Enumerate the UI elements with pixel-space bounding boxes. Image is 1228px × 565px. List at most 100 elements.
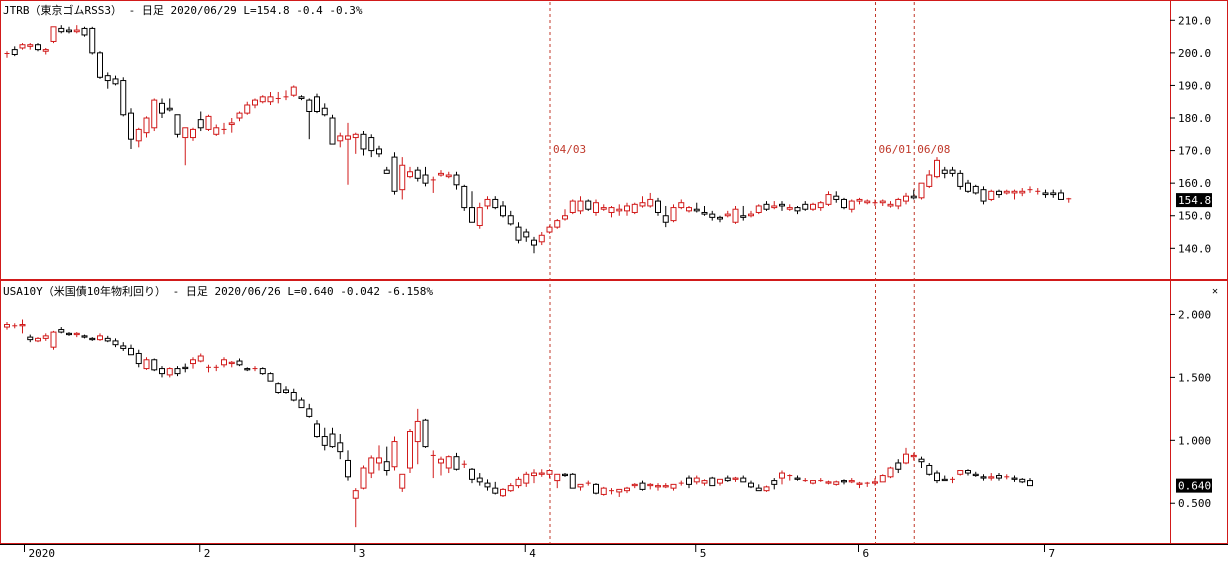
candle (244, 367, 251, 372)
candle (120, 342, 127, 351)
candle-body (267, 96, 274, 103)
price-tick-label: 1.000 (1178, 434, 1211, 447)
candle-body (1027, 480, 1033, 487)
candle-body (143, 117, 150, 134)
candle (980, 474, 987, 481)
candle (252, 366, 258, 372)
candle (918, 182, 925, 200)
candle (531, 469, 537, 484)
top-last-price-badge: 154.8 (1176, 193, 1212, 208)
candle (1066, 197, 1072, 203)
candle-body (27, 336, 34, 341)
candle-body (298, 399, 305, 409)
candle (624, 202, 630, 216)
candle-body (345, 135, 351, 140)
candle-body (283, 389, 289, 393)
candle (655, 483, 661, 491)
candle (740, 475, 747, 483)
candle-body (1050, 192, 1057, 196)
candle (89, 26, 96, 55)
candle-body (329, 433, 336, 448)
candle (50, 26, 57, 44)
candle (538, 469, 545, 477)
candle (19, 43, 26, 50)
candle (546, 469, 553, 479)
candle-body (306, 99, 313, 112)
candle-body (469, 468, 475, 480)
candle-body (391, 156, 398, 192)
candle-body (895, 198, 902, 207)
candle (422, 418, 429, 448)
candle (50, 330, 57, 350)
candle (655, 197, 661, 216)
candle (453, 452, 460, 471)
candle-body (197, 119, 204, 129)
candle (577, 483, 584, 491)
bottom-last-price-badge: 0.640 (1176, 478, 1212, 493)
candle (430, 176, 436, 193)
candle-body (329, 117, 336, 145)
candle (608, 205, 615, 218)
candle-body (856, 198, 863, 202)
candle-body (244, 104, 251, 114)
candle (1019, 478, 1026, 484)
candle-body (686, 477, 692, 485)
price-tick-label: 170.0 (1178, 145, 1211, 158)
price-tick-label: 2.000 (1178, 308, 1211, 321)
candle (259, 367, 266, 375)
candle-body (228, 361, 235, 365)
time-tick-label: 4 (529, 547, 536, 560)
candle (507, 210, 514, 226)
candle-body (848, 480, 855, 483)
candle (221, 122, 227, 135)
candle (724, 475, 731, 482)
candle (864, 199, 871, 205)
candle (306, 403, 313, 418)
candle (848, 478, 855, 484)
candle (624, 486, 630, 494)
candle-body (771, 205, 778, 209)
candle (662, 483, 669, 489)
candle-body (407, 431, 413, 469)
candle-body (631, 483, 638, 487)
candle-body (414, 420, 421, 443)
candle-body (1042, 192, 1049, 196)
candle-body (97, 335, 103, 341)
candle (345, 450, 351, 481)
candle (1035, 188, 1041, 195)
candle (42, 333, 49, 341)
candle (174, 366, 181, 377)
bottom-price-axis: 0.500 1.000 1.500 2.000 (1170, 308, 1211, 510)
candle (383, 166, 390, 174)
candle-body (159, 368, 165, 375)
candle-body (763, 203, 770, 210)
top-panel-title: JTRB（東京ゴムRSS3） - 日足 2020/06/29 L=154.8 -… (3, 3, 363, 17)
candle-body (66, 332, 72, 336)
candle (616, 204, 623, 216)
candle (283, 90, 289, 101)
candle-body (290, 391, 297, 401)
candle (701, 479, 708, 486)
candle-body (89, 27, 96, 54)
candle-body (205, 115, 212, 130)
candle (554, 473, 561, 489)
candle (391, 152, 398, 195)
candle-body (903, 195, 909, 202)
candle (872, 478, 878, 486)
candle (1019, 188, 1026, 197)
candle-body (647, 483, 654, 487)
candle (321, 103, 328, 117)
candle-body (345, 459, 351, 478)
candle-body (50, 26, 57, 42)
event-labels: 04/03 06/01 06/08 (553, 143, 950, 156)
candle-body (740, 215, 747, 218)
close-panel-button[interactable]: ✕ (1211, 284, 1222, 297)
candle-body (4, 324, 10, 328)
candle-body (701, 211, 708, 215)
candle (73, 332, 80, 338)
candle-body (949, 169, 956, 174)
candle-body (422, 419, 429, 448)
candle (399, 473, 406, 492)
candle (1027, 478, 1033, 487)
candle (926, 170, 933, 189)
